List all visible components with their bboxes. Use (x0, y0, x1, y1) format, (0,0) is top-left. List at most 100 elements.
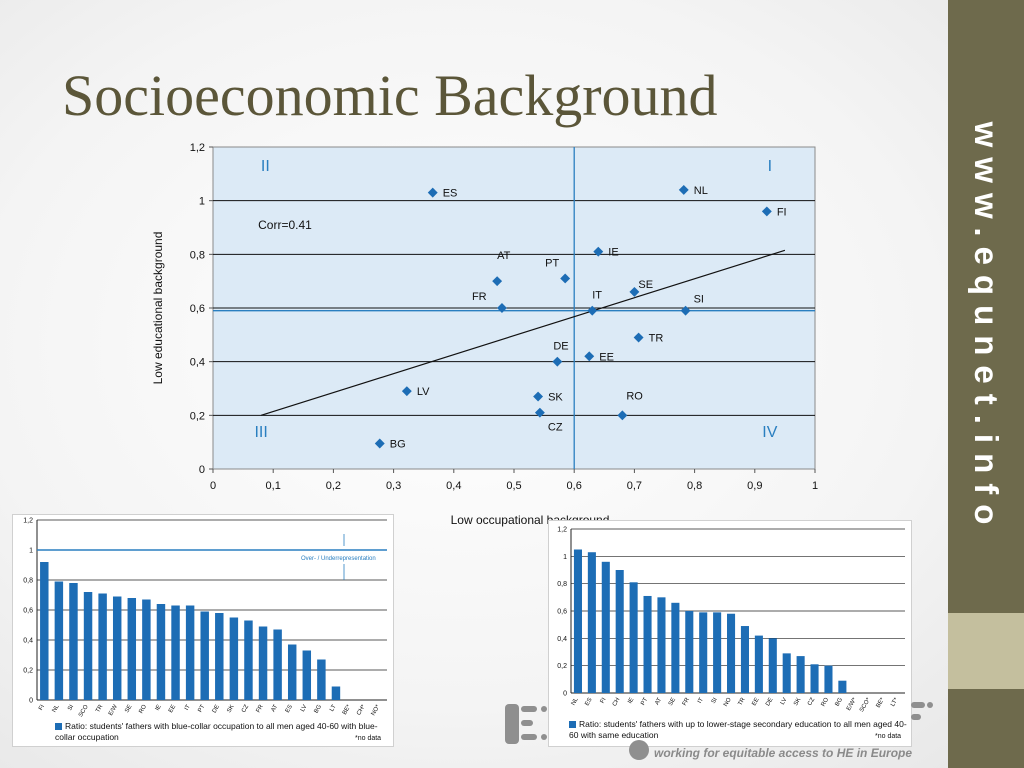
data-point (633, 332, 644, 343)
bar (587, 552, 596, 693)
x-tick-label: 0,9 (747, 480, 762, 492)
x-tick-label: 1 (812, 480, 818, 492)
scatter-chart: 0 0,2 0,4 0,6 0,8 1 1,2 0 0,1 0,2 0,3 0,4 0,5 0,6 0,7 0… (151, 142, 818, 527)
point-label: SK (548, 392, 563, 404)
point-label: EE (599, 351, 614, 363)
point-label: TR (649, 333, 664, 345)
x-tick-label: 0,3 (386, 480, 401, 492)
point-label: DE (553, 341, 568, 353)
x-tick-label: 0,5 (506, 480, 521, 492)
x-tick-label: DE (765, 697, 774, 707)
bar (615, 570, 624, 693)
y-tick-label: 0,2 (557, 663, 567, 670)
point-label: RO (626, 390, 643, 402)
x-tick-label: 0,8 (687, 480, 702, 492)
legend-swatch (55, 723, 62, 731)
x-tick-label: FR (682, 696, 692, 707)
x-tick-label: 0,7 (627, 480, 642, 492)
x-tick-label: SE (124, 704, 133, 714)
x-tick-label: BG (314, 704, 324, 715)
x-tick-label: CZ (807, 697, 816, 707)
bar (98, 593, 107, 700)
x-tick-label: PT (640, 697, 649, 707)
data-point (617, 410, 628, 421)
x-tick-label: NO* (371, 703, 382, 716)
representation-annotation: Over- / Underrepresentation (301, 556, 376, 562)
x-tick-label: DE (212, 704, 221, 714)
bar (740, 626, 749, 693)
x-tick-label: RO (138, 704, 148, 715)
trendline (260, 249, 786, 416)
quadrant-label: I (768, 158, 772, 175)
bar (671, 602, 680, 693)
bar (629, 582, 638, 693)
legend-swatch (569, 721, 576, 729)
bar-chart-education: 0 0,2 0,4 0,6 0,8 1 1,2 NL ES FI CH IE PT AT SE FR IT SI N… (557, 527, 905, 713)
bar (796, 656, 805, 693)
y-tick-label: 0,6 (190, 303, 205, 315)
x-tick-label: PT (197, 704, 206, 714)
data-point (678, 184, 689, 195)
bar (601, 561, 610, 693)
bar (69, 583, 78, 700)
x-tick-label: NL (571, 696, 580, 706)
y-tick-label: 0,8 (190, 249, 205, 261)
page-title: Socioeconomic Background (62, 63, 718, 128)
x-tick-label: EE (168, 704, 177, 714)
x-tick-label: 0 (210, 480, 216, 492)
x-tick-label: TR (737, 696, 747, 707)
legend-text: Ratio: students' fathers with blue-colla… (55, 721, 378, 742)
x-tick-label: IE (155, 704, 163, 712)
y-tick-label: 0 (563, 691, 567, 698)
quadrant-label: II (261, 158, 270, 175)
bar (824, 665, 833, 693)
x-tick-label: IE (627, 697, 635, 705)
x-tick-label: FI (38, 704, 46, 712)
bar (331, 686, 341, 700)
x-tick-label: 0,2 (326, 480, 341, 492)
data-point (492, 276, 503, 287)
point-label: SE (638, 279, 653, 291)
bar-chart-education-legend: Ratio: students' fathers with up to lowe… (569, 719, 909, 741)
point-label: AT (497, 250, 511, 262)
data-point (584, 351, 595, 362)
bar-chart-occupation: 0 0,2 0,4 0,6 0,8 1 1,2 FI NL SI SCO TR E/W SE RO IE EE I… (23, 518, 387, 718)
no-data-footnote: *no data (875, 733, 902, 740)
x-tick-label: BE* (342, 703, 353, 716)
x-tick-label: LT* (890, 696, 900, 707)
bar (573, 549, 582, 693)
x-tick-label: SK (793, 697, 802, 707)
bar (317, 659, 326, 700)
x-tick-label: IT (184, 704, 192, 712)
point-label: PT (545, 257, 559, 269)
data-point (552, 356, 563, 367)
equnet-logo (505, 702, 933, 760)
y-axis-title: Low educational background (151, 232, 165, 385)
x-tick-label: NO (723, 697, 733, 708)
x-tick-label: LV (300, 704, 309, 713)
bar (127, 598, 137, 700)
x-tick-label: RO (820, 697, 830, 708)
y-tick-label: 0,6 (557, 609, 567, 616)
sidebar-accent-block (948, 613, 1024, 689)
footer-tagline: working for equitable access to HE in Eu… (654, 746, 913, 760)
x-tick-label: 0,4 (446, 480, 461, 492)
point-label: LV (417, 386, 430, 398)
y-tick-label: 0 (29, 698, 33, 705)
side-url: www.equnet.info (968, 121, 1005, 535)
bar (838, 680, 847, 693)
bar (83, 592, 93, 700)
bar (258, 626, 268, 700)
x-tick-label: 0,1 (266, 480, 281, 492)
x-tick-label: LT (329, 704, 338, 713)
bar (156, 604, 166, 700)
bar (54, 581, 64, 700)
bar (782, 653, 791, 693)
bar (685, 611, 694, 693)
x-tick-label: SI (67, 704, 75, 712)
x-tick-label: SI (711, 697, 719, 705)
bar-chart-occupation-legend: Ratio: students' fathers with blue-colla… (55, 721, 385, 743)
point-label: ES (443, 188, 458, 200)
y-tick-label: 0,8 (557, 581, 567, 588)
x-tick-label: E/W (108, 704, 119, 717)
